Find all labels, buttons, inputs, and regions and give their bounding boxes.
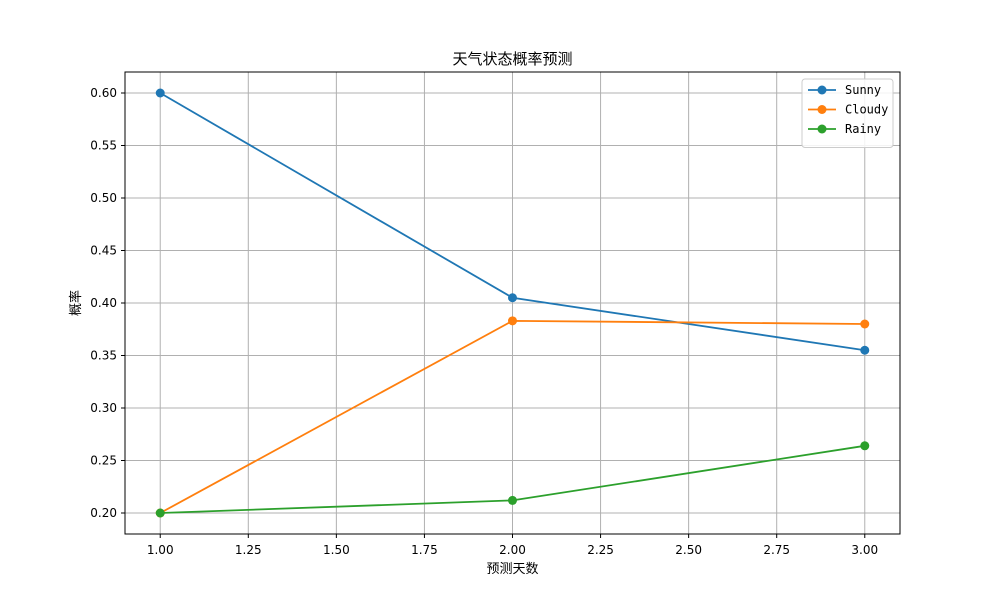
y-axis-label: 概率: [68, 290, 84, 316]
x-tick-label: 2.75: [763, 543, 790, 557]
data-point-sunny: [155, 88, 165, 98]
x-tick-label: 1.00: [147, 543, 174, 557]
x-tick-label: 2.00: [499, 543, 526, 557]
chart-title: 天气状态概率预测: [452, 50, 572, 68]
plot-series: [155, 88, 870, 518]
data-point-rainy: [860, 441, 870, 451]
y-tick-label: 0.60: [90, 86, 117, 100]
legend-label-sunny: Sunny: [845, 83, 881, 97]
x-tick-label: 1.25: [235, 543, 262, 557]
y-tick-label: 0.40: [90, 296, 117, 310]
y-tick-label: 0.45: [90, 244, 117, 258]
data-point-sunny: [860, 345, 870, 355]
x-tick-label: 2.50: [675, 543, 702, 557]
legend-marker-sunny: [817, 85, 827, 95]
x-tick-label: 1.50: [323, 543, 350, 557]
data-point-rainy: [155, 508, 165, 518]
y-tick-label: 0.25: [90, 454, 117, 468]
x-tick-label: 1.75: [411, 543, 438, 557]
axis-ticks: 1.00 1.25 1.50 1.75 2.00 2.25 2.50 2.75 3.00 0.20…: [90, 86, 878, 557]
legend-label-cloudy: Cloudy: [845, 103, 888, 117]
x-tick-label: 3.00: [851, 543, 878, 557]
data-point-cloudy: [860, 319, 870, 329]
legend-marker-rainy: [817, 124, 827, 134]
y-tick-label: 0.55: [90, 139, 117, 153]
y-tick-label: 0.20: [90, 506, 117, 520]
y-tick-label: 0.35: [90, 349, 117, 363]
y-tick-label: 0.50: [90, 191, 117, 205]
data-point-rainy: [508, 495, 517, 505]
data-point-cloudy: [508, 316, 517, 326]
data-point-sunny: [508, 293, 517, 303]
legend: Sunny Cloudy Rainy: [801, 78, 894, 148]
legend-marker-cloudy: [817, 105, 827, 114]
x-axis-label: 预测天数: [486, 562, 538, 577]
y-tick-label: 0.30: [90, 401, 117, 415]
legend-label-rainy: Rainy: [845, 122, 881, 136]
x-tick-label: 2.25: [587, 543, 614, 557]
